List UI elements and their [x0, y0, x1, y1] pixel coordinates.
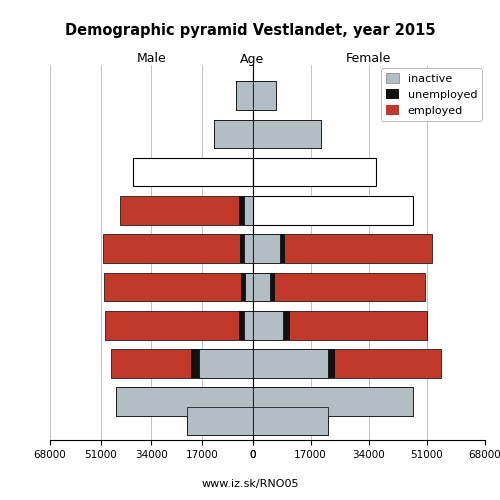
Bar: [252, 272, 425, 302]
Bar: [252, 406, 328, 435]
Bar: [111, 349, 253, 378]
Bar: [116, 388, 252, 416]
Bar: [252, 388, 413, 416]
Bar: [252, 311, 284, 340]
Bar: [199, 349, 252, 378]
Bar: [252, 311, 290, 340]
Bar: [240, 234, 252, 263]
Bar: [103, 234, 253, 263]
Bar: [252, 349, 334, 378]
Bar: [116, 388, 252, 416]
Bar: [214, 120, 252, 148]
Legend: inactive, unemployed, employed: inactive, unemployed, employed: [381, 68, 482, 120]
Bar: [192, 349, 252, 378]
Bar: [244, 311, 252, 340]
Bar: [252, 120, 321, 148]
Bar: [252, 82, 276, 110]
Bar: [187, 406, 252, 435]
Bar: [244, 234, 252, 263]
Bar: [134, 158, 252, 186]
Bar: [252, 120, 321, 148]
Bar: [252, 406, 328, 435]
Bar: [244, 196, 252, 225]
Bar: [252, 196, 413, 225]
Text: Age: Age: [240, 52, 264, 66]
Bar: [214, 120, 252, 148]
Bar: [252, 272, 270, 302]
Bar: [252, 82, 276, 110]
Bar: [252, 388, 413, 416]
Bar: [239, 196, 252, 225]
Bar: [252, 311, 427, 340]
Bar: [252, 349, 440, 378]
Bar: [236, 82, 252, 110]
Bar: [252, 234, 280, 263]
Text: Demographic pyramid Vestlandet, year 2015: Demographic pyramid Vestlandet, year 201…: [64, 22, 436, 38]
Bar: [245, 272, 252, 302]
Bar: [252, 234, 432, 263]
Text: Male: Male: [136, 52, 166, 66]
Bar: [252, 234, 285, 263]
Bar: [236, 82, 252, 110]
Bar: [236, 82, 252, 110]
Bar: [214, 120, 252, 148]
Bar: [104, 272, 253, 302]
Text: www.iz.sk/RNO05: www.iz.sk/RNO05: [201, 480, 299, 490]
Bar: [116, 388, 252, 416]
Bar: [252, 349, 328, 378]
Bar: [105, 311, 253, 340]
Bar: [252, 82, 276, 110]
Bar: [240, 272, 252, 302]
Bar: [252, 388, 413, 416]
Bar: [252, 120, 321, 148]
Bar: [252, 406, 328, 435]
Bar: [252, 158, 376, 186]
Bar: [187, 406, 252, 435]
Bar: [252, 272, 274, 302]
Text: Female: Female: [346, 52, 392, 66]
Bar: [187, 406, 252, 435]
Bar: [120, 196, 252, 225]
Bar: [239, 311, 252, 340]
